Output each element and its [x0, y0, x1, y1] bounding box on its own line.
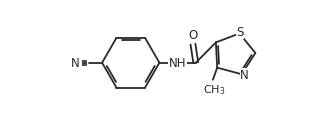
Text: CH$_3$: CH$_3$: [203, 82, 225, 96]
Text: N: N: [71, 57, 80, 70]
Text: NH: NH: [168, 57, 186, 70]
Text: N: N: [240, 69, 249, 82]
Text: O: O: [188, 29, 198, 42]
Text: S: S: [236, 26, 244, 39]
